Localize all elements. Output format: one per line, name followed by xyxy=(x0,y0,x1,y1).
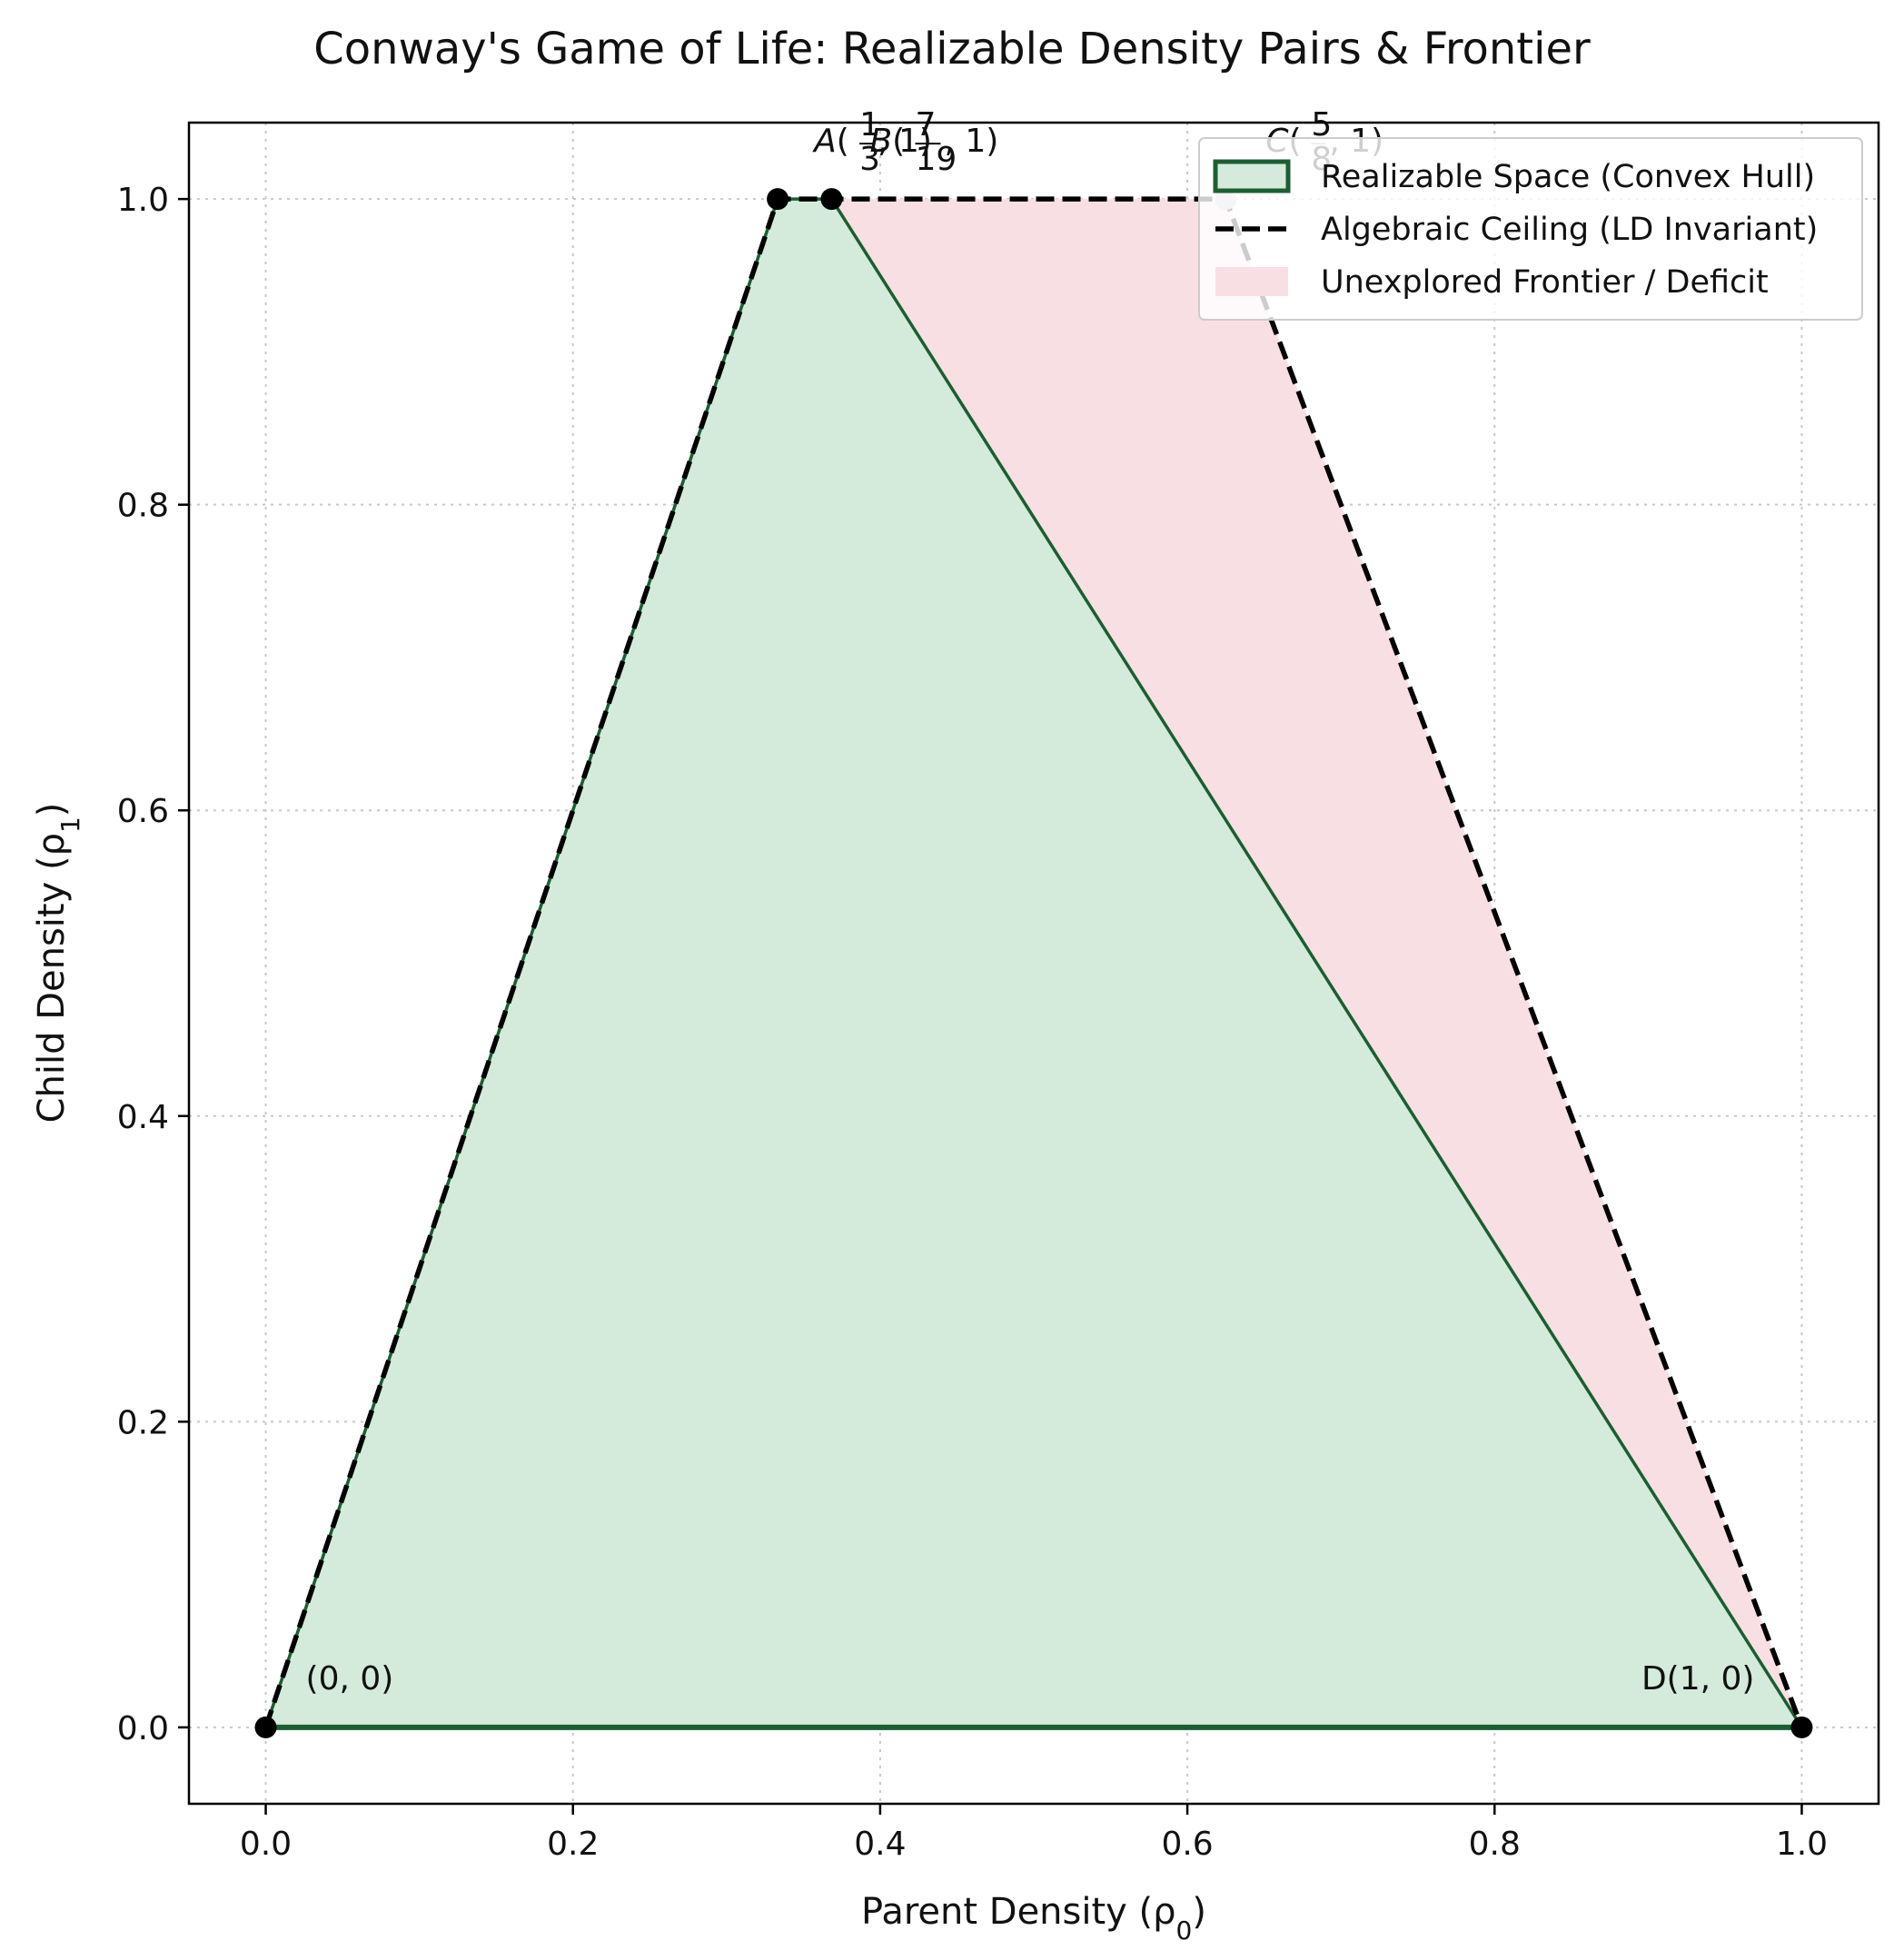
point-A xyxy=(767,188,789,211)
y-tick-label: 0.8 xyxy=(117,488,169,525)
plot-frame xyxy=(187,121,1880,1806)
x-tick-label: 0.6 xyxy=(1161,1826,1213,1863)
fill-layer xyxy=(263,197,1804,1730)
label-D: D(1, 0) xyxy=(1641,1660,1755,1698)
chart-title: Conway's Game of Life: Realizable Densit… xyxy=(313,24,1591,74)
algebraic-ceiling-line xyxy=(263,196,1805,1728)
label-B-den: 19 xyxy=(915,141,957,178)
x-tick-label: 0.4 xyxy=(854,1826,906,1863)
point-B xyxy=(820,188,843,211)
label-A-num: 1 xyxy=(859,106,880,144)
legend-box xyxy=(1198,137,1863,321)
legend-label-realizable: Realizable Space (Convex Hull) xyxy=(1321,159,1815,195)
y-tick-label: 0.2 xyxy=(117,1404,169,1441)
legend-label-ceiling: Algebraic Ceiling (LD Invariant) xyxy=(1321,212,1818,248)
legend-label-frontier: Unexplored Frontier / Deficit xyxy=(1321,264,1769,301)
label-A: A( 13, 1) xyxy=(812,106,932,178)
y-tick-label: 0.4 xyxy=(117,1099,169,1136)
x-tick-label: 0.8 xyxy=(1469,1826,1521,1863)
tick-layer: 0.0 0.2 0.4 0.6 0.8 1.0 0.0 0.2 0.4 0.6 0.8 1.0 xyxy=(117,182,1828,1863)
label-A-suffix: , 1) xyxy=(878,123,932,160)
y-axis-label: Child Density (ρ1) xyxy=(31,803,85,1124)
x-tick-label: 0.2 xyxy=(547,1826,599,1863)
y-tick-label: 1.0 xyxy=(117,182,169,219)
y-tick-label: 0.0 xyxy=(117,1710,169,1747)
label-B-text: B( xyxy=(869,123,905,160)
label-origin: (0, 0) xyxy=(306,1660,394,1698)
point-origin xyxy=(254,1716,277,1738)
label-B-num: 7 xyxy=(915,106,936,144)
y-tick-label: 0.6 xyxy=(117,793,169,830)
label-C-num: 5 xyxy=(1311,106,1332,144)
label-B-suffix: , 1) xyxy=(944,123,998,160)
x-axis-label: Parent Density (ρ0) xyxy=(861,1891,1206,1945)
point-D xyxy=(1790,1716,1813,1738)
x-tick-label: 0.0 xyxy=(240,1826,292,1863)
label-A-text: A( xyxy=(812,123,849,160)
legend-swatch-realizable xyxy=(1213,159,1291,193)
label-A-den: 3 xyxy=(859,141,880,178)
line-layer xyxy=(263,196,1805,1728)
legend-swatch-frontier xyxy=(1215,267,1288,296)
legend: Realizable Space (Convex Hull) Algebraic … xyxy=(1198,137,1863,321)
label-B: B( 719, 1) xyxy=(869,106,998,178)
x-tick-label: 1.0 xyxy=(1776,1826,1828,1863)
